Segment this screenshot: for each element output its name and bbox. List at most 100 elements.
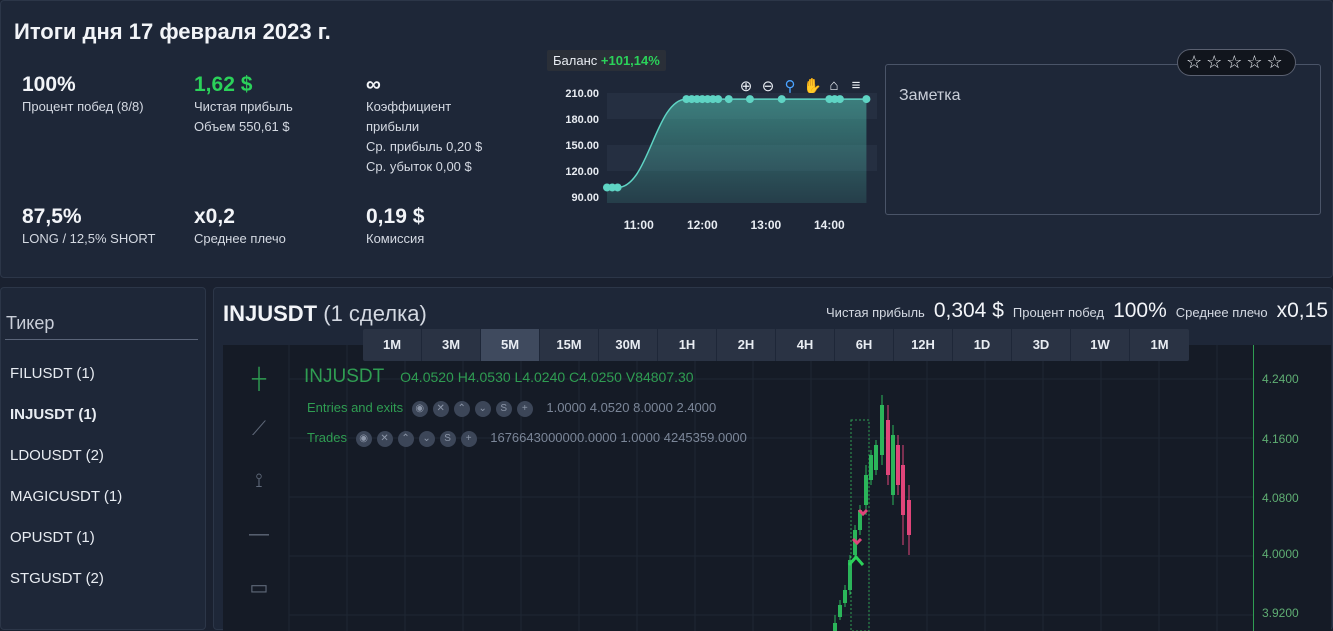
rectangle-tool-icon[interactable]: ▭	[249, 577, 269, 599]
long-short-label: LONG / 12,5% SHORT	[22, 231, 156, 246]
pan-hand-icon[interactable]: ✋	[803, 78, 822, 95]
ticker-item[interactable]: MAGICUSDT (1)	[10, 488, 123, 505]
timeframe-2h[interactable]: 2H	[717, 329, 776, 361]
net-profit-label: Чистая прибыль	[826, 305, 925, 320]
home-icon[interactable]: ⌂	[829, 77, 839, 94]
leverage-label: Среднее плечо	[1175, 305, 1268, 320]
trades-legend: Trades ◉ ✕ ⌃ ⌄ S + 1676643000000.0000 1.0000 …	[307, 430, 747, 447]
avg-loss-label: Ср. убыток 0,00 $	[366, 159, 472, 174]
ticker-item[interactable]: OPUSDT (1)	[10, 529, 95, 546]
eye-icon[interactable]: ◉	[355, 430, 372, 447]
settings-icon[interactable]: S	[495, 400, 512, 417]
symbol-heading: INJUSDT (1 сделка)	[223, 301, 427, 327]
balance-pct: +101,14%	[600, 53, 660, 68]
horizontal-line-tool-icon[interactable]: —	[249, 523, 269, 545]
ticker-item[interactable]: FILUSDT (1)	[10, 365, 95, 382]
ticker-item[interactable]: INJUSDT (1)	[10, 406, 97, 423]
trades-values: 1676643000000.0000 1.0000 4245359.0000	[490, 430, 747, 445]
timeframe-12h[interactable]: 12H	[894, 329, 953, 361]
crosshair-tool-icon[interactable]: ┼	[251, 368, 267, 390]
balance-chart: 210.00 180.00 150.00 120.00 90.00 11:00 12:00 1…	[565, 88, 877, 232]
candle-body	[901, 465, 905, 515]
trades-label: Trades	[307, 430, 347, 445]
menu-icon[interactable]: ≡	[851, 77, 861, 94]
chevron-down-icon[interactable]: ⌄	[474, 400, 491, 417]
timeframe-1h[interactable]: 1H	[658, 329, 717, 361]
vertical-range-tool-icon[interactable]: ⟟	[255, 470, 263, 492]
balance-point	[862, 95, 871, 104]
exit-marker-icon	[857, 508, 869, 517]
volume-label: Объем 550,61 $	[194, 119, 290, 134]
entries-values: 1.0000 4.0520 8.0000 2.4000	[546, 400, 717, 415]
timeframe-1w[interactable]: 1W	[1071, 329, 1130, 361]
x-tick-label: 14:00	[814, 218, 845, 232]
trade-metrics: Чистая прибыль 0,304 $ Процент побед 100…	[826, 299, 1328, 323]
chevron-up-icon[interactable]: ⌃	[397, 430, 414, 447]
candle-body	[874, 445, 878, 470]
candle-body	[843, 590, 847, 603]
price-tick: 3.9200	[1262, 606, 1299, 620]
zoom-out-icon[interactable]: ⊖	[761, 78, 775, 95]
timeframe-1d[interactable]: 1D	[953, 329, 1012, 361]
y-tick-label: 210.00	[565, 88, 599, 100]
timeframe-3d[interactable]: 3D	[1012, 329, 1071, 361]
close-icon[interactable]: ✕	[376, 430, 393, 447]
net-profit-value: 0,304 $	[933, 299, 1004, 322]
candle-body	[858, 510, 862, 530]
win-rate-label: Процент побед	[1012, 305, 1105, 320]
note-box[interactable]: Заметка	[885, 64, 1321, 215]
timeframe-1mo[interactable]: 1M	[1150, 337, 1169, 352]
net-profit-label: Чистая прибыль	[194, 99, 293, 114]
candle-body	[907, 500, 911, 535]
y-tick-label: 120.00	[565, 166, 599, 178]
rating-stars[interactable]: ☆☆☆☆☆	[1177, 49, 1296, 76]
commission-label: Комиссия	[366, 231, 425, 246]
day-summary-panel: Итоги дня 17 февраля 2023 г. 100% Процен…	[0, 0, 1333, 278]
ticker-item[interactable]: LDOUSDT (2)	[10, 447, 104, 464]
y-tick-label: 150.00	[565, 140, 599, 152]
candle-body	[886, 420, 890, 475]
settings-icon[interactable]: S	[439, 430, 456, 447]
timeframe-6h[interactable]: 6H	[835, 329, 894, 361]
candle-body	[864, 475, 868, 505]
chevron-down-icon[interactable]: ⌄	[418, 430, 435, 447]
timeframe-3m[interactable]: 3M	[422, 329, 481, 361]
close-icon[interactable]: ✕	[432, 400, 449, 417]
candle-body	[838, 605, 842, 617]
ticker-header: Тикер	[6, 313, 55, 333]
win-rate-stat: 100% Процент побед (8/8)	[22, 73, 144, 117]
zoom-in-icon[interactable]: ⊕	[739, 78, 753, 95]
timeframe-4h[interactable]: 4H	[776, 329, 835, 361]
balance-point	[835, 95, 844, 104]
commission-stat: 0,19 $ Комиссия	[366, 205, 424, 249]
timeframe-30m[interactable]: 30M	[599, 329, 658, 361]
balance-point	[777, 95, 786, 104]
leverage-value: x0,15	[1276, 299, 1328, 322]
net-profit-stat: 1,62 $ Чистая прибыль Объем 550,61 $	[194, 73, 293, 137]
plus-icon[interactable]: +	[460, 430, 477, 447]
chevron-up-icon[interactable]: ⌃	[453, 400, 470, 417]
ticker-item[interactable]: STGUSDT (2)	[10, 570, 104, 587]
timeframe-1m[interactable]: 1M	[363, 329, 422, 361]
price-tick: 4.1600	[1262, 432, 1299, 446]
candle-body	[848, 560, 852, 590]
balance-label: Баланс +101,14%	[547, 50, 666, 71]
profit-factor-label-1: Коэффициент	[366, 99, 452, 114]
balance-label-text: Баланс	[553, 53, 598, 68]
timeframe-bar: 1M 3M 5M 15M 30M 1H 2H 4H 6H 12H 1D 3D 1…	[363, 329, 1189, 361]
timeframe-5m[interactable]: 5M	[481, 329, 540, 361]
candle-chart[interactable]: ┼ ⟋ ⟟ — ▭ INJUSDT O4.0520 H4.0530 L4.024…	[223, 345, 1331, 631]
magnifier-icon[interactable]: ⚲	[784, 78, 796, 95]
balance-point	[745, 95, 754, 104]
trend-line-tool-icon[interactable]: ⟋	[252, 418, 266, 440]
price-tick: 4.0800	[1262, 491, 1299, 505]
ticker-divider	[5, 339, 198, 340]
plus-icon[interactable]: +	[516, 400, 533, 417]
timeframe-15m[interactable]: 15M	[540, 329, 599, 361]
candle-body	[896, 445, 900, 485]
price-axis[interactable]: 4.2400 4.1600 4.0800 4.0000 3.9200	[1253, 345, 1331, 631]
eye-icon[interactable]: ◉	[411, 400, 428, 417]
symbol-name: INJUSDT	[223, 301, 318, 326]
leverage-stat: x0,2 Среднее плечо	[194, 205, 286, 249]
long-short-stat: 87,5% LONG / 12,5% SHORT	[22, 205, 155, 249]
